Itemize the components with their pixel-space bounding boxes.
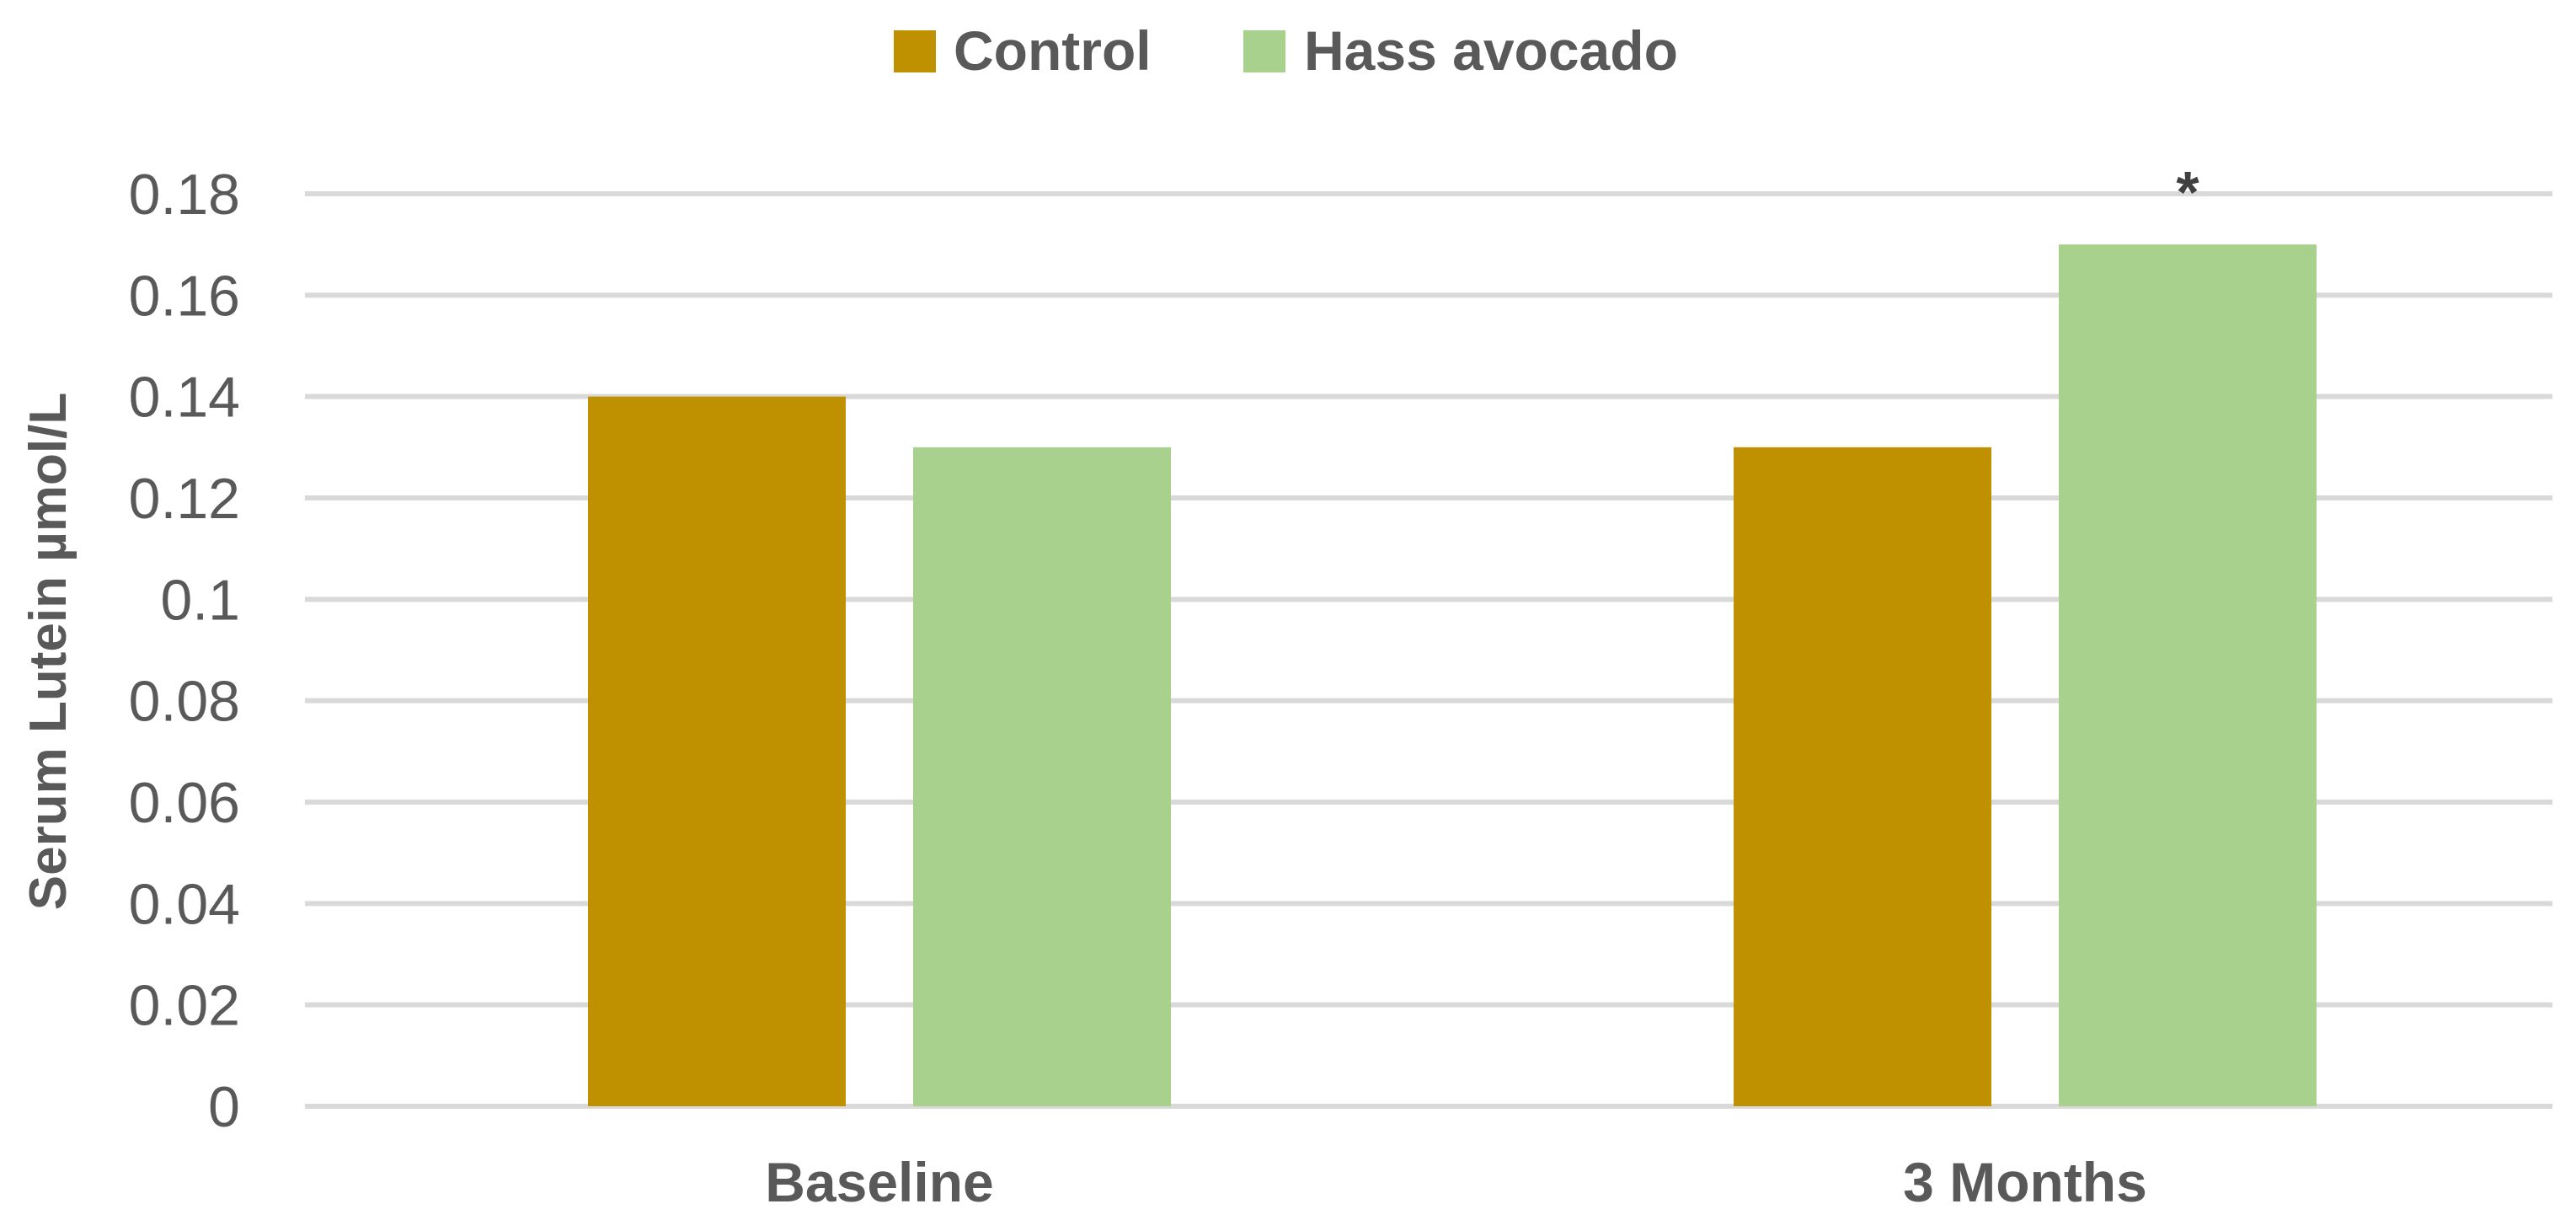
bar-hass-avocado-3-months — [2059, 244, 2317, 1107]
bar-control-baseline — [588, 396, 846, 1107]
y-tick-label: 0.14 — [129, 366, 240, 430]
y-axis-ticks: 0 0.02 0.04 0.06 0.08 0.1 0.12 0.14 0.16 0.18 — [129, 163, 240, 1139]
legend: Control Hass avocado — [894, 19, 1678, 82]
y-tick-label: 0 — [208, 1075, 240, 1139]
y-tick-label: 0.04 — [129, 872, 240, 936]
bar-control-3-months — [1734, 447, 1991, 1106]
y-tick-label: 0.08 — [129, 670, 240, 734]
bar-hass-avocado-baseline — [913, 447, 1171, 1106]
legend-label-hass-avocado: Hass avocado — [1304, 19, 1678, 82]
x-category-label: Baseline — [765, 1151, 993, 1213]
legend-swatch-hass-avocado — [1243, 30, 1285, 72]
significance-marker: * — [2176, 159, 2199, 225]
x-category-label: 3 Months — [1903, 1151, 2147, 1213]
x-axis-categories: Baseline 3 Months — [765, 1151, 2147, 1213]
y-tick-label: 0.16 — [129, 264, 240, 328]
y-tick-label: 0.1 — [160, 568, 240, 632]
y-tick-label: 0.02 — [129, 974, 240, 1038]
y-tick-label: 0.12 — [129, 467, 240, 531]
annotations: * — [2176, 159, 2199, 225]
y-axis-title: Serum Lutein µmol/L — [19, 393, 77, 910]
legend-label-control: Control — [954, 19, 1152, 82]
y-tick-label: 0.18 — [129, 163, 240, 227]
y-tick-label: 0.06 — [129, 771, 240, 835]
legend-swatch-control — [894, 30, 936, 72]
bars — [588, 244, 2317, 1107]
